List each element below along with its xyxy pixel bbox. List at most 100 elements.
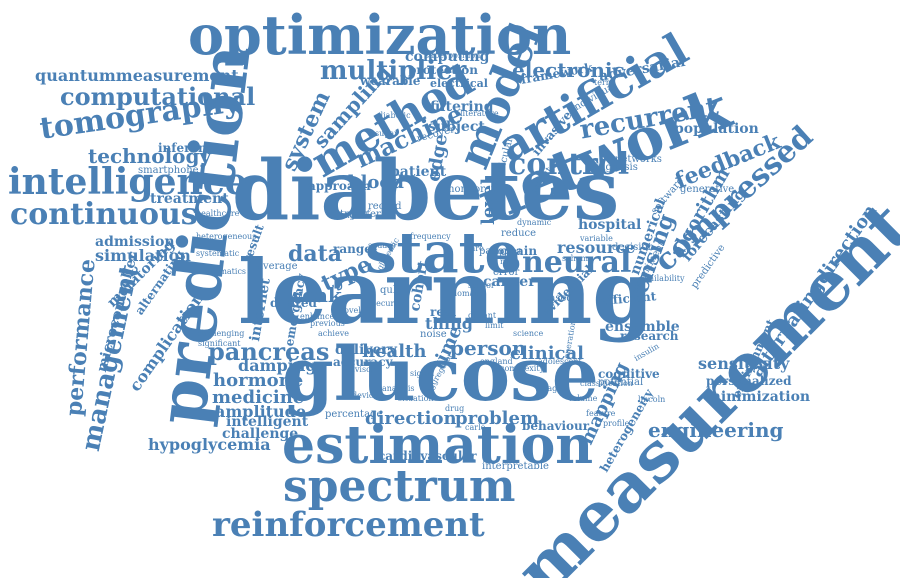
word-ratio: ratio: [500, 257, 520, 266]
word-variable: variable: [580, 234, 613, 243]
word-sensor: sensor: [468, 281, 495, 290]
word-superposition: superposition: [425, 51, 481, 60]
word-pancreas: pancreas: [208, 337, 330, 366]
word-weak: weak: [285, 283, 342, 307]
word-estimation: estimation: [282, 415, 594, 476]
word-reduce: reduce: [501, 228, 537, 239]
word-personalized: personalized: [706, 374, 792, 388]
word-analysis: analysis: [382, 384, 415, 393]
word-wearable: wearable: [360, 74, 421, 88]
word-paper: paper: [479, 246, 509, 257]
word-patient: patient: [390, 164, 447, 180]
word-classification: classification: [580, 379, 633, 388]
word-previous: previous: [310, 319, 345, 328]
word-blood: blood: [348, 172, 405, 193]
word-hypoglycemia: hypoglycemia: [148, 435, 271, 454]
word-informatics: informatics: [200, 267, 247, 276]
word-protection: protection: [408, 63, 479, 77]
word-device: device: [352, 391, 379, 400]
word-limit: limit: [485, 321, 504, 330]
word-square: square: [368, 241, 396, 250]
word-technology: technology: [88, 144, 212, 168]
word-hospital: hospital: [578, 217, 642, 233]
word-literature: literature: [460, 109, 499, 118]
word-diabetes: diabetes: [232, 143, 620, 239]
word-data: data: [288, 241, 343, 267]
word-minimization: minimization: [706, 389, 811, 405]
word-domain: domain: [452, 289, 483, 298]
word-problem: problem: [455, 408, 539, 429]
word-record: record: [368, 201, 402, 212]
word-electrical: electrical: [430, 77, 488, 90]
word-novel: novel: [339, 306, 361, 315]
word-behaviour: behaviour: [522, 419, 590, 433]
word-availability: availability: [640, 274, 685, 283]
word-enhance: enhance: [300, 312, 335, 321]
word-diagnosis: diagnosis: [590, 162, 638, 173]
word-accuracy: accuracy: [333, 355, 393, 369]
word-sugar: sugar: [375, 129, 398, 138]
word-heterogeneous: heterogeneous: [196, 232, 257, 241]
word-dynamic: dynamic: [517, 218, 552, 227]
word-carlo: carlo: [465, 423, 486, 432]
word-potential: potential: [598, 377, 644, 388]
word-england: england: [480, 357, 513, 366]
word-dilated: dilated: [270, 296, 317, 310]
word-inference: inference: [158, 141, 222, 155]
word-digital: digital: [342, 211, 368, 220]
word-chain: chain: [500, 244, 538, 258]
word-interpretable: interpretable: [482, 461, 549, 472]
word-monitor: monitor: [445, 184, 485, 195]
word-real: real: [430, 305, 457, 319]
word-systematic: systematic: [196, 249, 240, 258]
word-care: care: [466, 244, 484, 253]
word-transfer: transfer: [340, 209, 381, 220]
word-qubit: qubit: [380, 285, 407, 296]
word-science: science: [513, 329, 544, 338]
word-reinforcement: reinforcement: [212, 505, 485, 545]
word-intelligence: intelligence: [8, 161, 248, 203]
word-cancer: cancer: [483, 274, 536, 290]
word-error: error: [493, 267, 520, 278]
word-ensemble: ensemble: [605, 319, 680, 335]
word-signal: signal: [410, 369, 435, 378]
word-subject: subject: [428, 119, 485, 135]
word-stage: stage: [540, 384, 562, 393]
word-smartphone: smartphone: [138, 165, 199, 176]
word-population: population: [674, 121, 759, 137]
word-approach: approach: [308, 179, 371, 193]
word-resource: resource: [557, 238, 636, 257]
word-clinical: clinical: [510, 343, 585, 364]
word-networks: networks: [615, 154, 662, 165]
word-decision: decision: [612, 242, 654, 253]
word-admission: admission: [95, 234, 175, 250]
word-simulation: simulation: [95, 246, 191, 265]
word-frequency: frequency: [410, 232, 451, 241]
word-range: range: [333, 242, 372, 256]
word-sensitivity: sensitivity: [698, 354, 790, 373]
word-neural: neural: [522, 245, 632, 280]
word-treatment: treatment: [150, 191, 229, 207]
word-direction: direction: [365, 408, 457, 429]
word-electronic: electronic: [512, 58, 625, 82]
word-computational: computational: [60, 82, 256, 111]
word-significant: significant: [198, 339, 241, 348]
word-complexity: complexity: [500, 364, 545, 373]
word-quantummeasurement: quantummeasurement: [35, 66, 239, 85]
word-engineering: engineering: [648, 418, 784, 442]
word-optimization: optimization: [188, 3, 572, 67]
word-challenging: challenging: [197, 329, 245, 338]
word-term: term: [594, 78, 614, 87]
word-damping: damping: [238, 356, 317, 375]
word-percentage: percentage: [325, 409, 383, 420]
word-spectrum: spectrum: [283, 461, 516, 512]
word-thing: thing: [425, 314, 473, 333]
word-glucose: glucose: [282, 332, 599, 418]
word-distant: distant: [468, 311, 497, 320]
word-generative: generative: [680, 184, 735, 195]
word-cognitive: cognitive: [598, 367, 660, 381]
word-person: person: [450, 336, 527, 360]
word-diabetic: diabetic: [378, 111, 411, 120]
word-adolescent: adolescent: [538, 357, 582, 366]
